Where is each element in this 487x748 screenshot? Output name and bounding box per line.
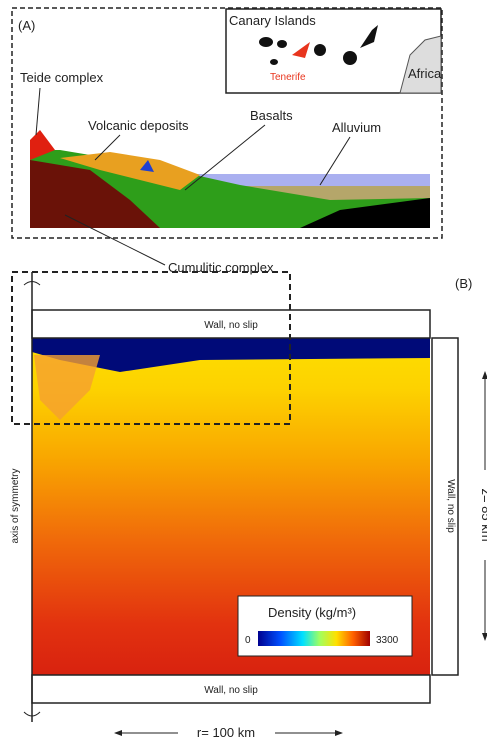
rotation-arrows [23,281,41,717]
leader-line [184,124,266,191]
panel-label: (B) [455,276,472,291]
depth-label: z= 85 km [479,488,487,541]
wall-label: Wall, no slip [445,479,456,533]
zoom-frame [11,271,291,425]
cross-section [30,130,430,228]
wall-label: Wall, no slip [204,685,258,696]
leader-line [35,87,41,136]
unit-label: Teide complex [20,70,104,85]
map-title: Canary Islands [229,13,316,28]
width-label: r= 100 km [197,725,255,740]
islands [259,25,378,65]
colorbar-min: 0 [245,635,251,646]
anomaly [34,355,100,420]
panel-a-frame [11,7,443,239]
panel-label: (A) [18,18,35,33]
continent-label: Africa [408,66,442,81]
wall-label: Wall, no slip [204,320,258,331]
unit-label: Volcanic deposits [88,118,189,133]
unit-label: Basalts [250,108,293,123]
leader-line [319,136,351,186]
africa-shape [399,35,442,94]
colorbar-title: Density (kg/m³) [268,605,356,620]
wall-box [431,337,459,676]
low-density-layer [32,338,430,372]
leader-line [94,134,121,161]
tenerife-shape [292,42,310,58]
axis-label: axis of symmetry [10,468,21,543]
unit-label: Alluvium [332,120,381,135]
colorbar [258,631,370,646]
colorbar-max: 3300 [376,635,399,646]
leader-line [64,214,166,266]
island-label: Tenerife [270,72,306,83]
